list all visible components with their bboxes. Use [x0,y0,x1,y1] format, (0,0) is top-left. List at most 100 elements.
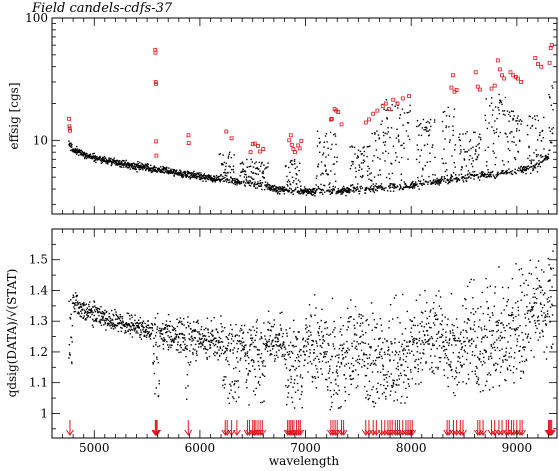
data-point [157,362,160,364]
data-point [214,351,216,353]
data-point [465,307,467,310]
data-point [418,180,420,182]
data-point [248,370,250,372]
data-point [94,320,96,322]
data-point [278,190,280,192]
data-point [472,328,474,330]
data-point [105,162,107,164]
data-point [504,354,507,356]
data-point [392,190,395,192]
data-point [510,347,512,349]
data-point [389,177,391,180]
data-point [289,327,291,329]
data-point [271,189,273,191]
data-point [265,185,267,187]
data-point [250,329,252,332]
data-point [342,358,344,360]
flagged-point [154,81,158,86]
data-point [158,380,160,382]
data-point [158,383,160,385]
data-point [189,176,191,178]
data-point [400,186,402,188]
data-point [275,336,277,338]
data-point [375,359,377,362]
data-point [253,183,256,185]
data-point [77,302,79,304]
data-point [233,182,235,185]
data-point [468,319,471,321]
data-point [289,368,292,371]
data-point [537,316,539,319]
data-point [213,338,215,340]
data-point [475,311,477,313]
data-point [405,185,408,187]
data-point [280,327,282,330]
data-point [282,341,285,343]
data-point [377,156,379,159]
data-point [386,118,388,120]
data-point [243,180,245,182]
data-point [530,349,532,352]
data-point [318,358,320,360]
bottom-data-points [68,250,554,411]
flagged-point [508,70,513,75]
data-point [76,312,79,314]
data-point [189,322,191,325]
data-point [532,165,534,167]
data-point [402,349,404,351]
data-point [328,370,331,372]
data-point [310,315,312,318]
data-point [385,99,388,101]
data-point [100,162,103,164]
data-point [485,328,488,331]
data-point [491,347,494,349]
data-point [140,331,142,333]
data-point [197,346,200,348]
data-point [395,137,398,139]
data-point [530,162,532,165]
data-point [501,170,503,172]
data-point [92,326,94,328]
data-point [545,358,548,360]
data-point [362,147,364,149]
data-point [419,183,421,185]
data-point [334,186,336,188]
data-point [320,331,323,333]
data-point [326,141,328,143]
data-point [134,163,136,166]
data-point [284,188,286,190]
data-point [347,362,350,365]
data-point [421,183,423,185]
data-point [90,309,92,311]
data-point [439,182,442,184]
data-point [520,169,522,171]
data-point [234,334,237,337]
data-point [352,370,355,373]
data-point [138,327,140,329]
data-point [294,360,296,362]
data-point [357,183,359,185]
arrow-head [377,429,386,436]
data-point [267,345,269,348]
data-point [169,172,172,174]
data-point [431,366,433,369]
data-point [175,170,177,172]
data-point [135,332,137,334]
data-point [71,150,74,152]
data-point [127,167,129,169]
data-point [497,322,499,324]
data-point [386,385,389,387]
data-point [148,336,150,338]
arrow-head [494,429,503,436]
data-point [81,154,83,156]
data-point [509,115,511,117]
data-point [465,358,468,361]
data-point [160,337,163,340]
data-point [489,330,491,332]
data-point [482,312,484,315]
data-point [338,189,340,192]
data-point [193,321,195,323]
data-point [246,387,248,389]
data-point [444,353,447,355]
data-point [532,169,535,171]
